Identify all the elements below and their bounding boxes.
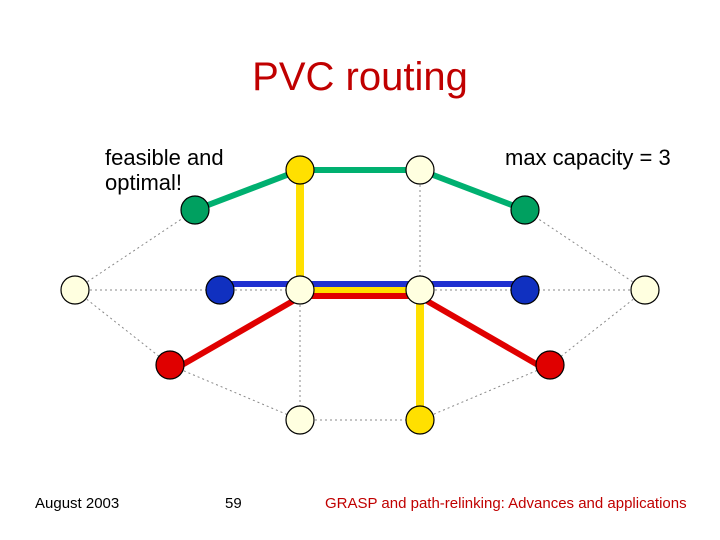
graph-node (61, 276, 89, 304)
graph-edge-dotted (170, 365, 300, 420)
graph-node (286, 406, 314, 434)
graph-edge-dotted (550, 290, 645, 365)
graph-path-segment (173, 295, 303, 370)
graph-edge-dotted (420, 365, 550, 420)
graph-node (631, 276, 659, 304)
footer-slide-number: 59 (225, 495, 242, 512)
graph-path-segment (195, 170, 300, 210)
graph-node (511, 276, 539, 304)
graph-edge-dotted (525, 210, 645, 290)
graph-edge-dotted (75, 210, 195, 290)
graph-edge-dotted (75, 290, 170, 365)
graph-node (286, 276, 314, 304)
graph-node (206, 276, 234, 304)
footer-subtitle: GRASP and path-relinking: Advances and a… (325, 495, 687, 512)
graph-node (406, 406, 434, 434)
graph-node (181, 196, 209, 224)
graph-node (511, 196, 539, 224)
graph-node (406, 156, 434, 184)
graph-path-segment (417, 295, 547, 370)
network-diagram (0, 0, 720, 540)
graph-node (286, 156, 314, 184)
graph-node (536, 351, 564, 379)
graph-node (156, 351, 184, 379)
graph-node (406, 276, 434, 304)
graph-path-segment (420, 170, 525, 210)
footer-date: August 2003 (35, 495, 119, 512)
